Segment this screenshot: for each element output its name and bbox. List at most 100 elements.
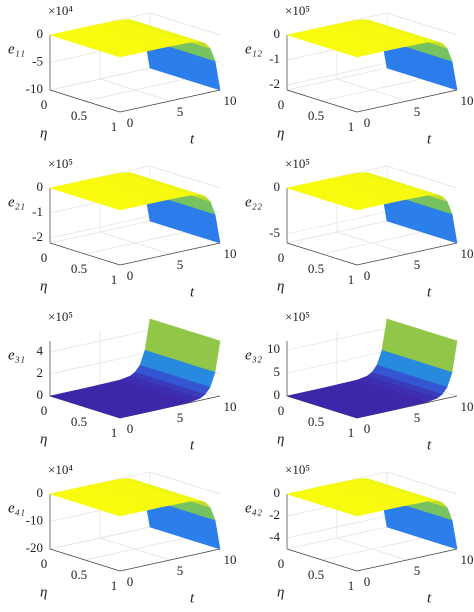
surface-patch (83, 495, 162, 517)
z-label: e₁₁ (8, 41, 25, 57)
x-tick-label: 0.5 (71, 261, 87, 276)
y-tick-label: 10 (224, 552, 237, 567)
z-label: e₃₁ (8, 347, 25, 363)
z-label: e₂₁ (8, 194, 25, 210)
x-label: η (40, 278, 47, 294)
scale-label: ×10⁴ (48, 462, 73, 477)
y-tick-label: 5 (177, 104, 184, 119)
z-tick-label: -5 (269, 225, 280, 240)
x-tick-label: 0 (278, 250, 285, 265)
z-grid-line (386, 471, 458, 495)
z-tick-label: 0 (274, 485, 281, 500)
scale-label: ×10⁵ (285, 462, 310, 477)
scale-label: ×10⁵ (48, 156, 73, 171)
z-tick-label: 5 (274, 364, 281, 379)
z-grid-line (149, 12, 221, 36)
y-tick-label: 10 (224, 246, 237, 261)
y-grid-line (336, 537, 408, 561)
z-tick-label: -5 (32, 53, 43, 68)
y-tick-label: 10 (224, 93, 237, 108)
z-label: e₄₂ (245, 500, 262, 516)
scale-label: ×10⁵ (48, 309, 73, 324)
z-tick-label: 0 (37, 485, 44, 500)
y-tick-label: 10 (461, 246, 474, 261)
x-tick-label: 0.5 (71, 567, 87, 582)
scale-label: ×10⁵ (285, 309, 310, 324)
x-tick-label: 0 (278, 556, 285, 571)
x-label: η (40, 125, 47, 141)
x-label: η (277, 431, 284, 447)
z-tick-label: -2 (32, 229, 43, 244)
x-tick-label: 1 (111, 272, 118, 287)
x-axis (286, 548, 358, 572)
x-axis (286, 242, 358, 266)
x-label: η (40, 431, 47, 447)
y-label: t (190, 437, 195, 453)
y-tick-label: 5 (414, 257, 421, 272)
z-label: e₂₂ (245, 194, 262, 210)
x-tick-label: 1 (348, 119, 355, 134)
x-tick-label: 1 (111, 578, 118, 593)
y-tick-label: 5 (177, 410, 184, 425)
x-tick-label: 0.5 (71, 108, 87, 123)
surface-patch (320, 397, 399, 419)
y-grid-line (336, 78, 408, 102)
y-label: t (190, 284, 195, 300)
z-grid-line (149, 471, 221, 495)
x-tick-label: 0 (41, 97, 48, 112)
z-tick-label: -1 (32, 204, 43, 219)
x-tick-label: 1 (348, 425, 355, 440)
surface-patch (83, 36, 162, 58)
y-axis (356, 548, 458, 572)
scale-label: ×10⁵ (285, 3, 310, 18)
y-tick-label: 5 (414, 104, 421, 119)
y-grid-line (336, 231, 408, 255)
x-axis (49, 89, 121, 113)
x-tick-label: 1 (111, 425, 118, 440)
y-tick-label: 10 (461, 399, 474, 414)
surface-patch (320, 36, 399, 58)
y-tick-label: 0 (127, 421, 134, 436)
y-axis (119, 89, 221, 113)
y-axis (119, 242, 221, 266)
y-grid-line (99, 78, 171, 102)
y-tick-label: 10 (461, 552, 474, 567)
x-tick-label: 0 (41, 403, 48, 418)
x-tick-label: 0 (41, 556, 48, 571)
x-axis (286, 89, 358, 113)
z-tick-label: 4 (37, 343, 44, 358)
z-tick-label: 0 (37, 179, 44, 194)
z-tick-label: 2 (37, 365, 44, 380)
z-label: e₁₂ (245, 41, 262, 57)
x-label: η (40, 584, 47, 600)
x-tick-label: 0.5 (308, 108, 324, 123)
y-tick-label: 0 (364, 268, 371, 283)
y-tick-label: 0 (364, 421, 371, 436)
x-label: η (277, 584, 284, 600)
z-tick-label: -20 (26, 540, 43, 555)
z-tick-label: -4 (269, 529, 280, 544)
x-axis (49, 242, 121, 266)
y-tick-label: 5 (414, 410, 421, 425)
z-tick-label: 0 (274, 179, 281, 194)
z-label: e₃₂ (245, 347, 262, 363)
x-tick-label: 1 (348, 272, 355, 287)
surface-patch (320, 189, 399, 211)
x-tick-label: 0.5 (308, 261, 324, 276)
y-tick-label: 10 (461, 93, 474, 108)
y-tick-label: 0 (127, 268, 134, 283)
x-axis (49, 548, 121, 572)
z-tick-label: 10 (267, 341, 280, 356)
y-label: t (427, 437, 432, 453)
y-tick-label: 5 (177, 257, 184, 272)
z-tick-label: -10 (26, 512, 43, 527)
y-axis (356, 242, 458, 266)
surface-patch (83, 189, 162, 211)
y-label: t (427, 284, 432, 300)
y-tick-label: 0 (364, 115, 371, 130)
x-tick-label: 0 (278, 97, 285, 112)
y-tick-label: 0 (127, 574, 134, 589)
z-tick-label: 0 (37, 387, 44, 402)
